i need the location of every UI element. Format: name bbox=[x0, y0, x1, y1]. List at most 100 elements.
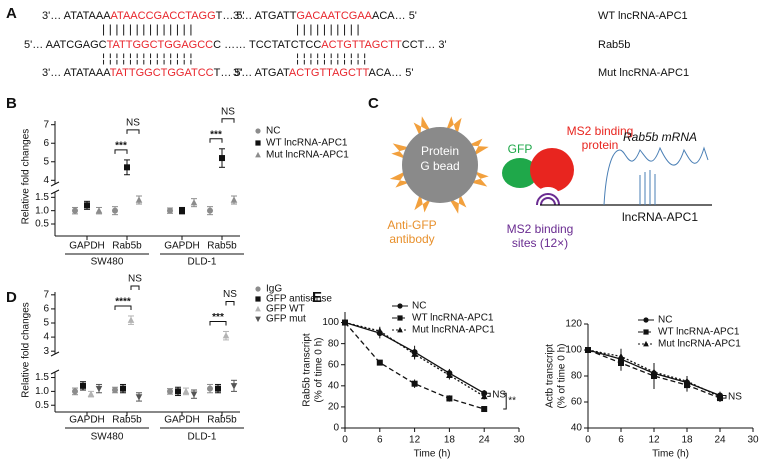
y-tick-label: 5 bbox=[43, 156, 49, 167]
sequence-segment: ACTGTTAGCTT bbox=[321, 39, 402, 51]
point bbox=[135, 394, 143, 401]
point bbox=[179, 207, 185, 214]
antibody-label: antibody bbox=[389, 232, 434, 246]
x-tick-label: 18 bbox=[444, 435, 456, 446]
group-label: SW480 bbox=[91, 257, 124, 268]
x-tick-label: Rab5b bbox=[112, 241, 142, 252]
point bbox=[255, 140, 261, 146]
legend-label: Mut lncRNA-APC1 bbox=[266, 150, 349, 161]
point bbox=[120, 385, 126, 392]
legend-label: NC bbox=[266, 126, 280, 137]
point bbox=[255, 296, 261, 302]
axis-break bbox=[50, 181, 60, 187]
point bbox=[127, 316, 135, 323]
y-axis-title: Actb transcript bbox=[545, 344, 556, 408]
point bbox=[446, 371, 453, 378]
significance-bracket bbox=[114, 305, 132, 310]
sites-label: sites (12×) bbox=[512, 236, 568, 250]
sequence-segment: TATTGGCTGGATCC bbox=[110, 67, 214, 79]
point bbox=[255, 286, 261, 292]
point bbox=[112, 207, 118, 214]
significance-label: NS bbox=[223, 289, 237, 300]
y-tick-label: 4 bbox=[43, 175, 49, 186]
point bbox=[112, 387, 118, 393]
sequence: 3'… ATATAAATATTGGCTGGATCCT… 5' bbox=[42, 67, 243, 79]
panel-label: D bbox=[6, 289, 17, 306]
significance-bracket bbox=[225, 300, 235, 306]
y-tick-label: 80 bbox=[328, 338, 340, 349]
pairing: ¦¦¦¦¦¦¦¦¦¦¦ bbox=[296, 51, 370, 65]
point bbox=[376, 359, 383, 366]
antibody bbox=[445, 116, 462, 136]
point bbox=[167, 388, 173, 395]
legend-label: Mut lncRNA-APC1 bbox=[412, 325, 495, 336]
point bbox=[219, 155, 225, 162]
panel-label: B bbox=[6, 95, 17, 112]
point bbox=[255, 316, 261, 323]
mrna-binding bbox=[639, 170, 656, 205]
antibody bbox=[389, 170, 411, 188]
y-tick-label: 6 bbox=[43, 304, 49, 315]
x-tick-label: 18 bbox=[681, 435, 693, 446]
point bbox=[72, 207, 78, 214]
diagram: Protein G bead GFP MS2 binding protein R… bbox=[387, 116, 712, 250]
y-axis-title: (% of time 0 h) bbox=[314, 337, 325, 402]
x-tick-label: 6 bbox=[377, 435, 383, 446]
x-axis-title: Time (h) bbox=[414, 449, 451, 460]
mrna bbox=[603, 146, 709, 206]
legend-label: WT lncRNA-APC1 bbox=[412, 313, 494, 324]
y-tick-label: 1.0 bbox=[35, 205, 49, 216]
y-tick-label: 7 bbox=[43, 119, 49, 130]
legend-label: Mut lncRNA-APC1 bbox=[658, 339, 741, 350]
sequence-segment: 3'… ATGATT bbox=[233, 10, 297, 22]
gfp bbox=[502, 158, 538, 188]
x-tick-label: 24 bbox=[714, 435, 726, 446]
point bbox=[341, 318, 349, 326]
sequence-segment: ACA… 5' bbox=[369, 67, 414, 79]
group-label: SW480 bbox=[91, 432, 124, 443]
y-tick-label: 0 bbox=[333, 423, 339, 434]
bead-label: G bead bbox=[420, 159, 459, 173]
axis-break bbox=[50, 351, 60, 357]
y-tick-label: 3 bbox=[43, 346, 49, 357]
bracket bbox=[487, 392, 491, 397]
legend-label: NC bbox=[412, 301, 426, 312]
ms2-label: protein bbox=[582, 138, 619, 152]
point bbox=[135, 196, 143, 203]
point bbox=[376, 327, 384, 334]
legend-label: NC bbox=[658, 315, 672, 326]
legend-label: GFP mut bbox=[266, 314, 306, 325]
point bbox=[167, 207, 173, 214]
annotation: ** bbox=[508, 396, 516, 407]
sequence-segment: 3'… ATATAAA bbox=[42, 67, 111, 79]
point bbox=[207, 385, 213, 392]
antibody bbox=[413, 116, 432, 138]
ms2-pocket bbox=[536, 187, 560, 205]
row-label: Mut lncRNA-APC1 bbox=[598, 67, 689, 79]
line bbox=[587, 349, 721, 398]
annotation: NS bbox=[728, 391, 742, 402]
x-tick-label: 24 bbox=[479, 435, 491, 446]
point bbox=[215, 385, 221, 392]
axis-break bbox=[50, 369, 60, 375]
point bbox=[230, 383, 238, 390]
legend-label: IgG bbox=[266, 284, 282, 295]
y-tick-label: 20 bbox=[328, 402, 340, 413]
y-tick-label: 120 bbox=[565, 319, 582, 330]
point bbox=[87, 390, 95, 397]
x-tick-label: 12 bbox=[648, 435, 660, 446]
antibody bbox=[391, 143, 411, 160]
point bbox=[255, 151, 261, 158]
sequence-segment: 5'… AATCGAGC bbox=[24, 39, 107, 51]
y-tick-label: 1.0 bbox=[35, 386, 49, 397]
x-tick-label: GAPDH bbox=[164, 241, 200, 252]
group-label: DLD-1 bbox=[188, 257, 217, 268]
y-axis-title: Relative fold changes bbox=[21, 129, 32, 225]
point bbox=[716, 393, 724, 400]
sequence-segment: CCT… 3' bbox=[402, 39, 447, 51]
point bbox=[72, 388, 78, 395]
point bbox=[175, 388, 181, 395]
y-tick-label: 0.5 bbox=[35, 219, 49, 230]
point bbox=[643, 340, 649, 347]
panel-label: C bbox=[368, 95, 379, 112]
